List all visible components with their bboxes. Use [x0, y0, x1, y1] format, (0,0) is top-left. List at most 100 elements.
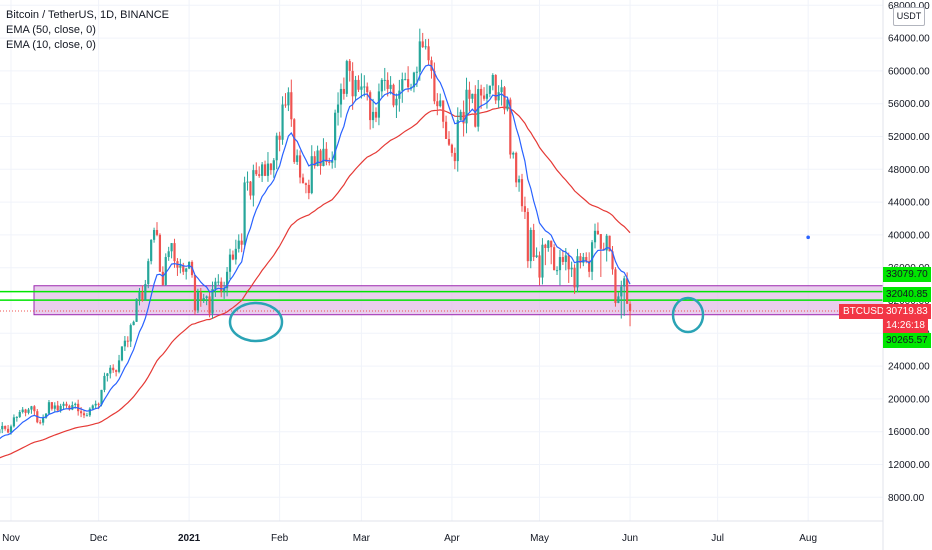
- candle-body[interactable]: [512, 152, 515, 155]
- candle-body[interactable]: [106, 373, 109, 376]
- candle-body[interactable]: [433, 70, 436, 102]
- candle-body[interactable]: [278, 135, 281, 140]
- candle-body[interactable]: [266, 163, 270, 176]
- candle-body[interactable]: [15, 416, 18, 418]
- candle-body[interactable]: [246, 181, 249, 183]
- candle-body[interactable]: [281, 104, 284, 140]
- candle-body[interactable]: [269, 163, 272, 171]
- candle-body[interactable]: [371, 111, 375, 121]
- candle-body[interactable]: [471, 93, 474, 99]
- candle-body[interactable]: [91, 405, 94, 409]
- candle-body[interactable]: [231, 254, 235, 260]
- candle-body[interactable]: [439, 100, 442, 107]
- candle-body[interactable]: [517, 179, 521, 183]
- candle-body[interactable]: [202, 298, 205, 300]
- candle-body[interactable]: [579, 256, 582, 263]
- candle-body[interactable]: [553, 247, 556, 271]
- candle-body[interactable]: [450, 144, 454, 153]
- candle-body[interactable]: [155, 229, 159, 235]
- candle-body[interactable]: [588, 261, 591, 272]
- candle-body[interactable]: [220, 281, 223, 292]
- ema50-line[interactable]: [0, 106, 631, 467]
- candle-body[interactable]: [158, 234, 162, 272]
- candle-body[interactable]: [313, 156, 316, 167]
- candle-body[interactable]: [310, 156, 313, 194]
- candle-body[interactable]: [24, 409, 27, 413]
- candle-body[interactable]: [65, 403, 68, 406]
- candle-body[interactable]: [532, 229, 535, 258]
- candle-body[interactable]: [336, 104, 340, 113]
- candle-body[interactable]: [538, 255, 541, 278]
- price-axis[interactable]: 8000.0012000.0016000.0020000.0024000.002…: [888, 1, 930, 504]
- candle-body[interactable]: [44, 413, 48, 418]
- candle-body[interactable]: [389, 84, 392, 89]
- candle-body[interactable]: [605, 235, 608, 251]
- candle-body[interactable]: [109, 367, 112, 374]
- candle-body[interactable]: [56, 405, 59, 411]
- candle-body[interactable]: [357, 79, 360, 90]
- candle-body[interactable]: [474, 93, 477, 127]
- candle-body[interactable]: [590, 242, 594, 272]
- candle-body[interactable]: [79, 411, 83, 414]
- candle-body[interactable]: [82, 413, 86, 416]
- candle-body[interactable]: [617, 296, 620, 303]
- legend-ema10[interactable]: EMA (10, close, 0): [6, 39, 96, 51]
- legend-ema50[interactable]: EMA (50, close, 0): [6, 24, 96, 36]
- candle-body[interactable]: [132, 321, 135, 326]
- candle-body[interactable]: [482, 95, 486, 99]
- candle-body[interactable]: [237, 240, 240, 249]
- candle-body[interactable]: [401, 79, 404, 91]
- candle-body[interactable]: [412, 72, 416, 88]
- legend-symbol[interactable]: Bitcoin / TetherUS, 1D, BINANCE: [6, 9, 170, 21]
- candle-body[interactable]: [117, 360, 121, 372]
- candle-body[interactable]: [316, 150, 319, 167]
- candle-body[interactable]: [164, 257, 167, 285]
- candle-body[interactable]: [234, 248, 237, 260]
- candle-body[interactable]: [418, 41, 421, 72]
- candle-body[interactable]: [103, 375, 106, 390]
- candle-body[interactable]: [39, 422, 42, 424]
- candle-body[interactable]: [573, 267, 576, 288]
- highlight-circle-jun[interactable]: [671, 296, 705, 334]
- candle-body[interactable]: [126, 340, 129, 342]
- candle-body[interactable]: [298, 155, 302, 178]
- candle-body[interactable]: [623, 278, 626, 287]
- candle-body[interactable]: [459, 111, 462, 121]
- candle-body[interactable]: [228, 254, 232, 272]
- candle-body[interactable]: [21, 409, 24, 413]
- candle-body[interactable]: [360, 86, 363, 90]
- candle-body[interactable]: [30, 406, 33, 410]
- candle-body[interactable]: [497, 92, 500, 101]
- candle-body[interactable]: [555, 270, 559, 272]
- candle-body[interactable]: [304, 183, 308, 185]
- candle-body[interactable]: [465, 89, 468, 124]
- candle-body[interactable]: [135, 298, 138, 322]
- candle-body[interactable]: [240, 240, 243, 245]
- candle-body[interactable]: [214, 281, 217, 290]
- candle-body[interactable]: [415, 71, 418, 73]
- ema10-line[interactable]: [0, 64, 631, 454]
- candle-body[interactable]: [374, 111, 378, 118]
- candle-body[interactable]: [541, 244, 544, 278]
- candle-body[interactable]: [97, 403, 100, 405]
- candle-body[interactable]: [494, 75, 497, 101]
- candle-body[interactable]: [576, 256, 579, 288]
- candle-body[interactable]: [173, 243, 176, 262]
- candle-body[interactable]: [342, 88, 345, 94]
- candle-body[interactable]: [462, 111, 465, 124]
- candle-body[interactable]: [377, 91, 381, 118]
- candle-body[interactable]: [529, 229, 532, 262]
- candle-body[interactable]: [4, 425, 7, 429]
- candle-body[interactable]: [544, 244, 547, 249]
- candle-body[interactable]: [325, 148, 328, 162]
- candle-body[interactable]: [167, 251, 170, 258]
- candle-body[interactable]: [503, 87, 506, 110]
- candle-body[interactable]: [363, 86, 366, 88]
- candle-body[interactable]: [74, 403, 77, 406]
- candle-body[interactable]: [182, 265, 185, 272]
- candle-body[interactable]: [558, 257, 562, 271]
- candle-body[interactable]: [94, 403, 97, 406]
- candle-body[interactable]: [161, 271, 164, 285]
- candle-body[interactable]: [582, 257, 585, 263]
- candle-body[interactable]: [468, 89, 471, 99]
